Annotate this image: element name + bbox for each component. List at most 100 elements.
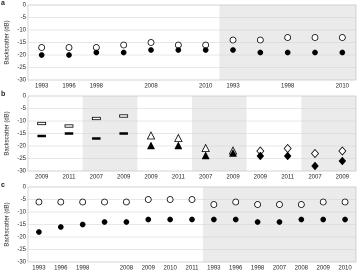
- marker: [276, 201, 283, 208]
- marker: [79, 198, 87, 206]
- marker: [202, 41, 210, 49]
- x-tick-label: 1996: [229, 266, 243, 272]
- marker: [297, 201, 305, 208]
- marker: [338, 156, 347, 166]
- marker: [145, 216, 152, 223]
- marker: [57, 198, 65, 206]
- marker: [310, 148, 320, 159]
- marker: [254, 201, 262, 208]
- marker: [312, 49, 318, 56]
- marker: [230, 47, 236, 53]
- marker: [166, 196, 174, 203]
- marker: [283, 151, 292, 161]
- marker: [256, 151, 265, 161]
- marker: [38, 52, 45, 58]
- marker: [119, 132, 128, 135]
- y-tick-label: -5: [21, 106, 27, 112]
- x-tick-label: 2009: [35, 175, 49, 181]
- marker: [167, 216, 173, 223]
- y-tick-label: -15: [17, 40, 26, 46]
- marker: [175, 47, 182, 53]
- marker: [284, 49, 291, 56]
- marker: [202, 47, 209, 53]
- x-tick-label: 1993: [226, 84, 240, 90]
- marker: [189, 216, 195, 223]
- x-tick-label: 1993: [35, 84, 49, 90]
- marker: [298, 216, 305, 223]
- x-tick-label: 2009: [254, 175, 268, 181]
- y-tick-label: 0: [23, 3, 27, 9]
- x-tick-label: 2009: [117, 175, 131, 181]
- marker: [174, 133, 183, 142]
- marker: [92, 137, 101, 140]
- x-tick-label: 2008: [295, 266, 309, 272]
- y-tick-label: -20: [17, 53, 26, 59]
- x-tick-label: 1996: [62, 84, 76, 90]
- marker: [341, 198, 349, 206]
- x-tick-label: 2010: [163, 266, 177, 272]
- marker: [101, 219, 108, 225]
- x-tick-label: 2009: [317, 266, 331, 272]
- marker: [338, 146, 347, 156]
- x-tick-label: 2007: [308, 175, 322, 181]
- y-tick-label: -15: [17, 131, 26, 137]
- marker: [37, 134, 46, 138]
- x-tick-label: 2007: [199, 175, 213, 181]
- marker: [64, 124, 74, 128]
- y-tick-label: -10: [17, 210, 26, 216]
- x-tick-label: 1993: [32, 266, 46, 272]
- marker: [120, 49, 127, 56]
- marker: [123, 219, 130, 225]
- panel-label: c: [1, 182, 5, 189]
- marker: [120, 41, 128, 49]
- x-tick-label: 1998: [281, 84, 295, 90]
- marker: [257, 49, 264, 56]
- y-tick-label: -20: [17, 144, 26, 150]
- y-tick-label: -30: [17, 260, 26, 266]
- marker: [37, 121, 47, 126]
- marker: [119, 114, 129, 118]
- y-tick-label: -20: [17, 235, 26, 241]
- y-tick-label: -10: [17, 28, 26, 34]
- marker: [311, 161, 319, 171]
- y-axis-title: Backscatter (dB): [5, 111, 11, 155]
- marker: [339, 49, 346, 56]
- x-tick-label: 2011: [172, 175, 186, 181]
- marker: [65, 44, 73, 51]
- marker: [232, 216, 239, 223]
- marker: [342, 216, 348, 223]
- marker: [35, 198, 43, 206]
- marker: [276, 219, 283, 225]
- x-tick-label: 2010: [336, 84, 350, 90]
- x-tick-label: 2009: [336, 175, 350, 181]
- y-axis-title: Backscatter (dB): [5, 20, 11, 64]
- marker: [174, 141, 183, 150]
- marker: [174, 41, 182, 49]
- marker: [93, 49, 100, 56]
- y-tick-label: -30: [17, 78, 26, 84]
- x-tick-label: 2011: [186, 266, 200, 272]
- marker: [146, 141, 156, 150]
- y-axis-title: Backscatter (dB): [5, 202, 11, 246]
- y-tick-label: 0: [23, 185, 27, 191]
- marker: [229, 36, 237, 44]
- marker: [283, 143, 292, 154]
- y-tick-label: 0: [23, 94, 27, 100]
- marker: [201, 151, 210, 160]
- marker: [79, 221, 86, 228]
- x-tick-label: 2010: [338, 266, 352, 272]
- marker: [319, 198, 327, 206]
- marker: [66, 52, 72, 58]
- marker: [232, 198, 240, 206]
- marker: [320, 216, 327, 223]
- marker: [254, 219, 261, 225]
- marker: [284, 34, 292, 41]
- marker: [188, 196, 196, 203]
- x-tick-label: 1993: [207, 266, 221, 272]
- x-tick-label: 2009: [144, 175, 158, 181]
- y-tick-label: -25: [17, 65, 26, 71]
- marker: [148, 47, 154, 53]
- y-tick-label: -5: [21, 197, 27, 203]
- marker: [92, 44, 100, 51]
